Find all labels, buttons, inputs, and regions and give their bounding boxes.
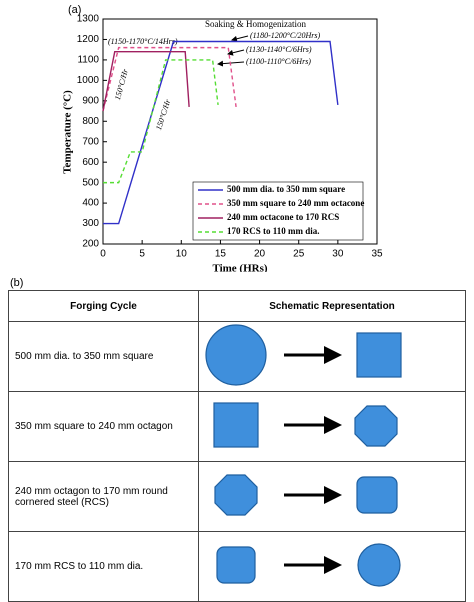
x-tick-label: 5 — [139, 249, 145, 260]
y-tick-label: 500 — [82, 177, 99, 188]
x-axis-label: Time (HRs) — [212, 263, 267, 272]
y-tick-label: 700 — [82, 136, 99, 147]
y-tick-label: 200 — [82, 239, 99, 250]
y-tick-label: 800 — [82, 116, 99, 127]
x-tick-label: 30 — [332, 249, 344, 260]
schematic-cell — [198, 461, 466, 532]
y-tick-label: 1000 — [77, 75, 100, 86]
schematic — [205, 324, 402, 386]
rcs-shape — [216, 546, 256, 584]
arrow — [231, 35, 249, 42]
x-tick-label: 0 — [100, 249, 106, 260]
annotation: 150°C/Hr — [154, 97, 173, 131]
round-shape — [357, 543, 401, 587]
x-tick-label: 10 — [176, 249, 188, 260]
legend-label: 500 mm dia. to 350 mm square — [227, 184, 345, 194]
panel-b-label-box: (b) — [10, 277, 23, 289]
schematic — [216, 543, 401, 587]
series-line — [102, 46, 237, 112]
y-tick-label: 900 — [82, 95, 99, 106]
series-line — [103, 40, 339, 225]
schematic-cell — [198, 391, 466, 462]
header-row: Forging Cycle Schematic Representation — [8, 290, 466, 322]
table: Forging Cycle Schematic Representation 5… — [8, 290, 466, 602]
arrow — [227, 49, 245, 56]
plot-frame — [102, 18, 378, 245]
annotation: Soaking & Homogenization — [205, 19, 306, 29]
annotation: (1180-1200°C/20Hrs) — [250, 31, 320, 40]
octagon-shape — [354, 405, 398, 447]
y-tick-label: 1200 — [77, 34, 100, 45]
header-cell: Forging Cycle — [8, 290, 199, 322]
panel-label: (a) — [68, 4, 81, 16]
panel-label: (b) — [10, 277, 23, 289]
y-tick-label: 1300 — [77, 14, 100, 25]
x-tick-label: 15 — [215, 249, 227, 260]
header-cell: Schematic Representation — [198, 290, 466, 322]
y-tick-label: 1100 — [77, 55, 99, 66]
y-tick-label: 300 — [82, 218, 99, 229]
row: 240 mm octagon to 170 mm round cornered … — [8, 461, 466, 532]
annotation: (1150-1170°C/14Hrs) — [108, 37, 178, 46]
schematic-cell — [198, 531, 466, 602]
round-shape — [205, 324, 267, 386]
row: 500 mm dia. to 350 mm square — [8, 321, 466, 392]
square-shape — [213, 402, 259, 448]
row: 350 mm square to 240 mm octagon — [8, 391, 466, 462]
row: 170 mm RCS to 110 mm dia. — [8, 531, 466, 602]
series-line — [103, 59, 219, 184]
y-axis-label: Temperature (°C) — [62, 90, 74, 174]
x-tick-label: 25 — [293, 249, 305, 260]
schematic — [214, 474, 398, 516]
cell: 500 mm dia. to 350 mm square — [8, 321, 199, 392]
arrow — [217, 60, 245, 67]
legend-label: 170 RCS to 110 mm dia. — [227, 226, 320, 236]
schematic-cell — [198, 321, 466, 392]
cell: 240 mm octagon to 170 mm round cornered … — [8, 461, 199, 532]
legend-box — [192, 181, 364, 241]
series-line — [102, 51, 190, 112]
chart: (a) Time (HRs) Temperature (°C) Soaking … — [62, 4, 383, 272]
annotation: (1130-1140°C/6Hrs) — [246, 45, 312, 54]
y-tick-label: 600 — [82, 157, 99, 168]
y-tick-label: 400 — [82, 198, 99, 209]
square-shape — [356, 332, 402, 378]
legend-label: 350 mm square to 240 mm octacone — [227, 198, 364, 208]
annotation: (1100-1110°C/6Hrs) — [246, 57, 311, 66]
rcs-shape — [356, 476, 398, 514]
x-tick-label: 20 — [254, 249, 266, 260]
cell: 170 mm RCS to 110 mm dia. — [8, 531, 199, 602]
cell: 350 mm square to 240 mm octagon — [8, 391, 199, 462]
schematic — [213, 402, 398, 448]
annotation: 150°C/Hr — [113, 67, 130, 101]
legend-label: 240 mm octacone to 170 RCS — [227, 212, 339, 222]
x-tick-label: 35 — [371, 249, 383, 260]
octagon-shape — [214, 474, 258, 516]
